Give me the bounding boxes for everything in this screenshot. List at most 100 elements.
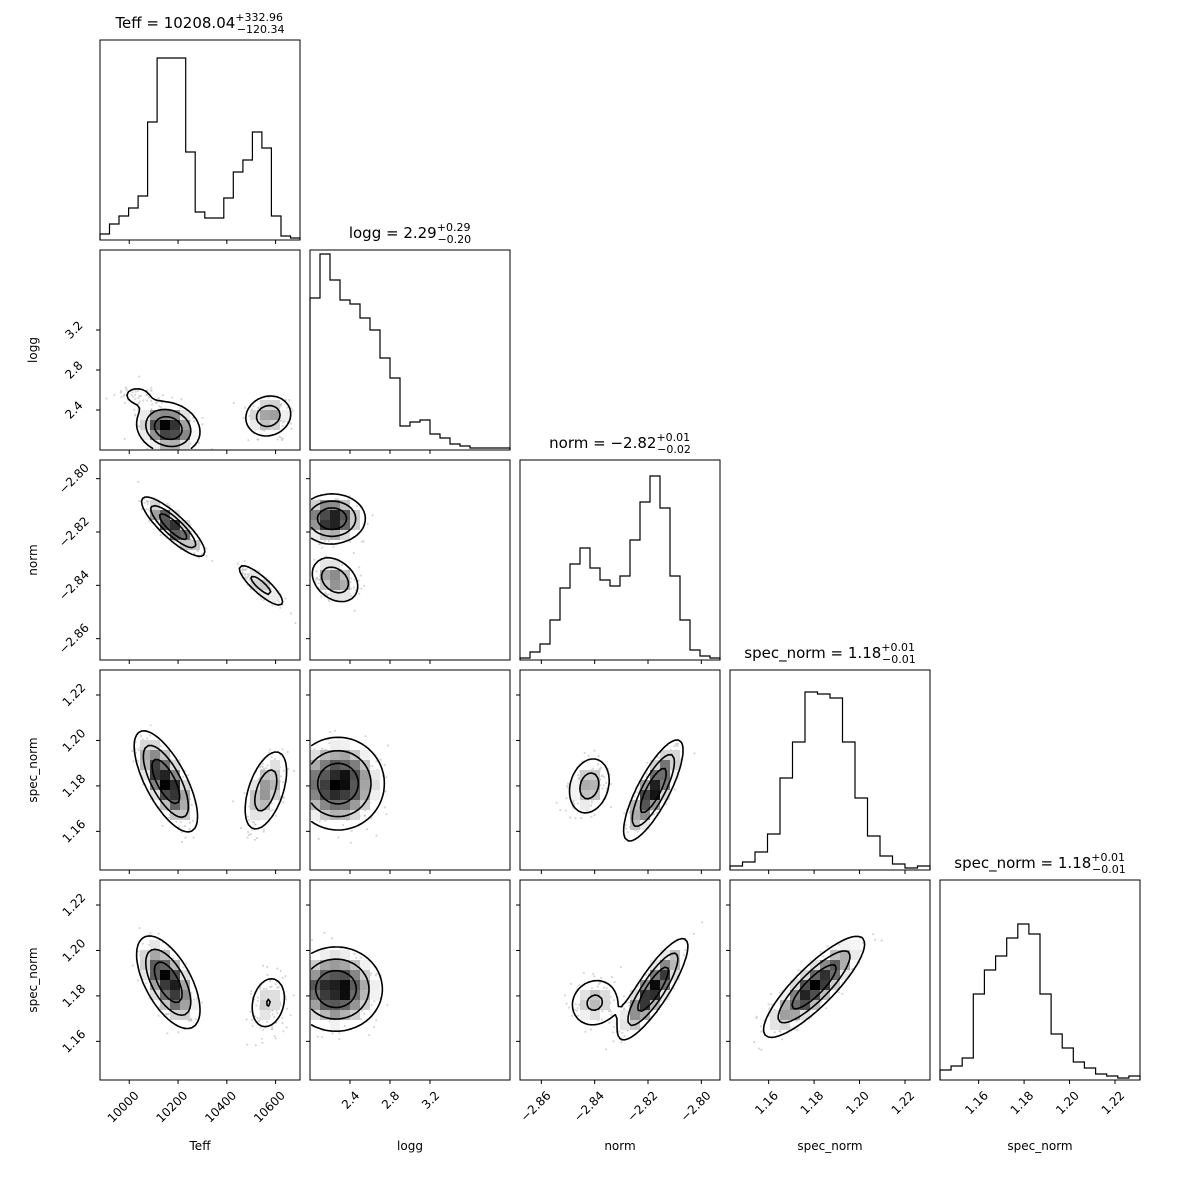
sample-point	[132, 760, 135, 763]
sample-point	[257, 406, 260, 409]
contour-line	[568, 739, 684, 842]
title-prefix: spec_norm =	[954, 854, 1058, 873]
density-cell	[140, 970, 150, 980]
sample-point	[285, 998, 288, 1001]
sample-point	[826, 944, 829, 948]
sample-point	[590, 987, 594, 990]
sample-point	[177, 1031, 180, 1034]
sample-point	[296, 503, 298, 505]
sample-point	[150, 386, 153, 389]
sample-point	[179, 453, 181, 455]
sample-point	[313, 558, 316, 561]
sample-point	[291, 770, 293, 772]
density-cell	[360, 960, 370, 970]
sample-point	[305, 1002, 307, 1004]
density-cell	[340, 580, 350, 590]
density-cell	[270, 770, 280, 780]
density-cell	[320, 750, 330, 760]
sample-point	[249, 833, 252, 836]
sample-point	[301, 986, 303, 988]
density-cell	[170, 430, 180, 440]
sample-point	[273, 1016, 276, 1019]
sample-point	[189, 1018, 192, 1021]
sample-point	[300, 1007, 302, 1009]
density-cell	[670, 970, 680, 980]
sample-point	[636, 830, 640, 833]
sample-point	[192, 836, 195, 839]
sample-point	[148, 509, 151, 512]
sample-point	[665, 803, 668, 806]
sample-point	[330, 937, 333, 940]
sample-point	[301, 817, 303, 819]
title-upper: +0.01	[881, 641, 915, 654]
sample-point	[137, 480, 140, 483]
sample-point	[645, 772, 648, 775]
sample-point	[566, 786, 569, 789]
sample-point	[281, 976, 284, 979]
contour-line	[316, 762, 360, 805]
sample-point	[301, 1004, 303, 1006]
density-cell	[270, 420, 280, 430]
x-tick-label: −2.80	[678, 1088, 714, 1124]
sample-point	[137, 759, 140, 763]
title-median: 1.18	[1058, 854, 1091, 872]
corner-panel-norm-vs-Teff	[99, 459, 301, 661]
density-cell	[170, 790, 180, 800]
histogram-spec_norm: spec_norm = 1.18+0.01 −0.01	[939, 851, 1141, 1081]
density-cell	[620, 1010, 630, 1020]
density-cell	[180, 430, 190, 440]
sample-point	[350, 587, 353, 591]
sample-point	[321, 747, 324, 750]
sample-point	[277, 600, 281, 603]
sample-point	[249, 1010, 252, 1013]
sample-point	[124, 401, 127, 405]
sample-point	[770, 1003, 773, 1006]
sample-point	[290, 985, 292, 987]
sample-point	[251, 820, 254, 823]
sample-point	[265, 767, 268, 770]
panel-frame	[939, 879, 1141, 1081]
density-cell	[340, 530, 350, 540]
sample-point	[317, 837, 320, 841]
sample-point	[303, 539, 305, 541]
density-cell	[320, 560, 330, 570]
sample-point	[760, 1048, 763, 1051]
sample-point	[350, 594, 353, 598]
sample-point	[627, 1001, 631, 1004]
sample-point	[289, 1014, 292, 1017]
density-cell	[250, 810, 260, 820]
panel-content	[555, 739, 696, 842]
density-cell	[270, 410, 280, 420]
sample-point	[246, 572, 250, 575]
sample-point	[646, 761, 649, 764]
sample-point	[290, 422, 293, 425]
histogram-step	[519, 475, 721, 660]
sample-point	[145, 508, 148, 511]
density-cell	[570, 790, 580, 800]
sample-point	[837, 991, 841, 994]
sample-point	[587, 754, 590, 758]
sample-point	[759, 1025, 763, 1028]
sample-point	[555, 801, 558, 804]
sample-point	[138, 375, 141, 378]
sample-point	[281, 1022, 284, 1025]
sample-point	[569, 816, 572, 819]
density-cell	[850, 950, 860, 960]
sample-point	[307, 987, 309, 989]
corner-panel-norm-vs-logg	[296, 459, 511, 661]
density-cell	[320, 510, 330, 520]
sample-point	[292, 975, 294, 977]
title-upper: +0.29	[437, 221, 471, 234]
corner-panel-spec_norm-vs-Teff	[99, 879, 301, 1081]
sample-point	[241, 569, 244, 572]
density-cell	[280, 410, 290, 420]
sample-point	[134, 398, 137, 401]
y-tick-label: 1.20	[60, 726, 89, 755]
y-tick-label: 1.16	[60, 1027, 89, 1056]
sample-point	[293, 782, 295, 784]
density-cell	[640, 820, 650, 830]
density-cell	[310, 790, 320, 800]
sample-point	[125, 387, 128, 390]
sample-point	[151, 403, 154, 406]
sample-point	[564, 809, 567, 812]
